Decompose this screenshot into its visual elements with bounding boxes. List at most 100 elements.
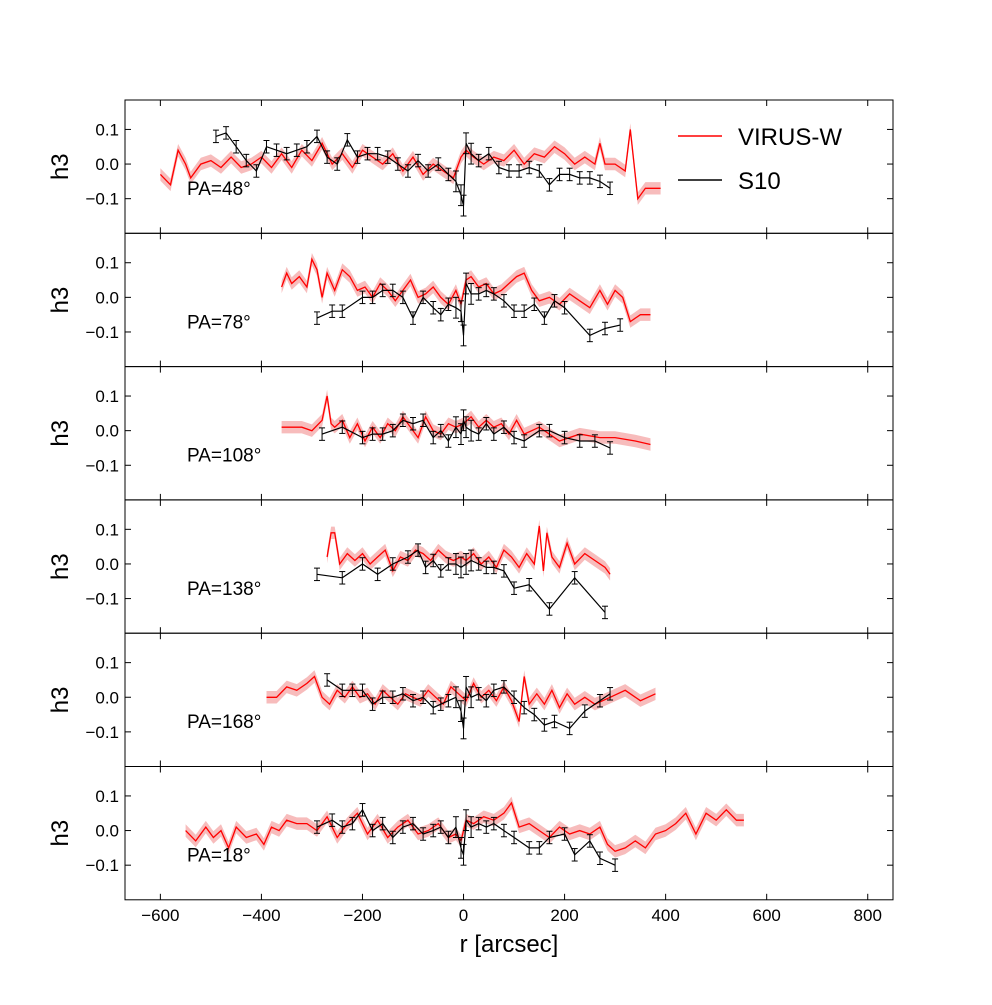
s10-errorbar bbox=[243, 153, 250, 168]
s10-line-3 bbox=[316, 549, 606, 613]
y-tick-label: 0.1 bbox=[95, 787, 119, 806]
virus-line-4 bbox=[266, 675, 656, 722]
s10-errorbar bbox=[556, 167, 563, 182]
s10-errorbar bbox=[541, 718, 548, 732]
s10-errorbar bbox=[349, 683, 356, 698]
y-tick-label: −0.1 bbox=[85, 190, 119, 209]
s10-errorbar bbox=[399, 290, 406, 305]
x-tick-label: 600 bbox=[752, 906, 780, 925]
y-tick-label: 0.1 bbox=[95, 387, 119, 406]
s10-errorbar bbox=[452, 686, 459, 709]
s10-errorbar bbox=[460, 843, 467, 866]
y-axis-label: h3 bbox=[47, 820, 74, 847]
s10-errorbar bbox=[490, 683, 497, 698]
y-tick-label: 0.0 bbox=[95, 422, 119, 441]
s10-errorbar bbox=[511, 430, 518, 445]
y-tick-label: −0.1 bbox=[85, 856, 119, 875]
s10-errorbar bbox=[546, 178, 553, 192]
s10-errorbar bbox=[475, 287, 482, 301]
s10-errorbar bbox=[500, 420, 507, 434]
y-axis-label: h3 bbox=[47, 420, 74, 447]
s10-errorbar bbox=[339, 571, 346, 585]
s10-errorbar bbox=[521, 434, 528, 448]
x-tick-label: −600 bbox=[141, 906, 179, 925]
s10-errorbar bbox=[430, 430, 437, 445]
s10-errorbar bbox=[483, 560, 490, 575]
x-tick-label: 200 bbox=[550, 906, 578, 925]
s10-errorbar bbox=[410, 816, 416, 831]
s10-errorbar bbox=[566, 167, 573, 182]
s10-errorbar bbox=[561, 827, 568, 841]
y-axis-label: h3 bbox=[47, 287, 74, 314]
s10-errorbar bbox=[437, 423, 444, 438]
s10-errorbar bbox=[500, 564, 507, 578]
s10-errorbar bbox=[324, 673, 331, 687]
s10-errorbar bbox=[437, 820, 444, 834]
s10-errorbar bbox=[460, 409, 467, 432]
s10-errorbar bbox=[379, 427, 386, 441]
s10-errorbar bbox=[394, 157, 401, 171]
s10-errorbar bbox=[571, 848, 578, 862]
s10-errorbar bbox=[531, 297, 538, 312]
s10-errorbar bbox=[475, 557, 482, 571]
virus-band-1 bbox=[281, 253, 651, 328]
s10-errorbar bbox=[334, 157, 341, 171]
s10-errorbar bbox=[521, 700, 528, 715]
s10-errorbar bbox=[344, 133, 351, 147]
s10-errorbar bbox=[369, 427, 376, 441]
s10-errorbar bbox=[596, 693, 603, 708]
s10-errorbar bbox=[445, 297, 452, 312]
y-tick-label: 0.0 bbox=[95, 822, 119, 841]
s10-errorbar bbox=[253, 164, 260, 178]
s10-errorbar bbox=[293, 143, 300, 157]
s10-errorbar bbox=[374, 567, 381, 582]
s10-errorbar bbox=[576, 171, 583, 185]
s10-errorbar bbox=[468, 142, 475, 165]
s10-errorbar bbox=[531, 707, 538, 722]
s10-errorbar bbox=[468, 283, 475, 305]
s10-errorbar bbox=[273, 143, 280, 157]
s10-errorbar bbox=[458, 423, 464, 446]
s10-errorbar bbox=[506, 164, 512, 178]
s10-errorbar bbox=[404, 164, 411, 178]
s10-errorbar bbox=[511, 690, 518, 704]
s10-errorbar bbox=[339, 820, 346, 834]
s10-errorbar bbox=[546, 830, 553, 845]
s10-errorbar bbox=[468, 419, 475, 442]
s10-errorbar bbox=[283, 146, 290, 161]
s10-errorbar bbox=[458, 556, 464, 579]
y-axis-label: h3 bbox=[47, 687, 74, 714]
s10-errorbar bbox=[410, 311, 416, 325]
s10-errorbar bbox=[511, 830, 518, 845]
s10-errorbar bbox=[452, 296, 459, 319]
s10-errorbar bbox=[566, 721, 573, 736]
s10-errorbar bbox=[483, 820, 490, 834]
x-tick-label: −400 bbox=[242, 906, 280, 925]
s10-errorbar bbox=[420, 413, 427, 427]
s10-errorbar bbox=[379, 690, 386, 704]
s10-errorbar bbox=[490, 427, 497, 441]
s10-errorbar bbox=[437, 697, 444, 711]
panel-pa-label: PA=48° bbox=[187, 179, 251, 200]
s10-errorbar bbox=[561, 301, 568, 315]
s10-errorbar bbox=[490, 287, 497, 301]
s10-errorbar bbox=[437, 307, 444, 322]
s10-errorbar bbox=[500, 294, 507, 308]
s10-errorbar bbox=[374, 146, 381, 161]
s10-errorbar bbox=[607, 181, 614, 196]
s10-errorbar bbox=[389, 283, 396, 298]
s10-errorbar bbox=[404, 550, 411, 564]
s10-errorbar bbox=[389, 830, 396, 845]
s10-errorbar bbox=[463, 675, 470, 698]
s10-errorbar bbox=[596, 851, 603, 865]
s10-errorbar bbox=[430, 823, 437, 838]
s10-errorbar bbox=[339, 683, 346, 698]
y-tick-label: 0.1 bbox=[95, 254, 119, 273]
s10-errorbar bbox=[602, 605, 608, 620]
s10-errorbar bbox=[415, 153, 422, 168]
legend-s10-label: S10 bbox=[738, 168, 781, 195]
y-tick-label: 0.0 bbox=[95, 555, 119, 574]
s10-errorbar bbox=[452, 170, 459, 193]
s10-errorbar bbox=[516, 164, 523, 178]
